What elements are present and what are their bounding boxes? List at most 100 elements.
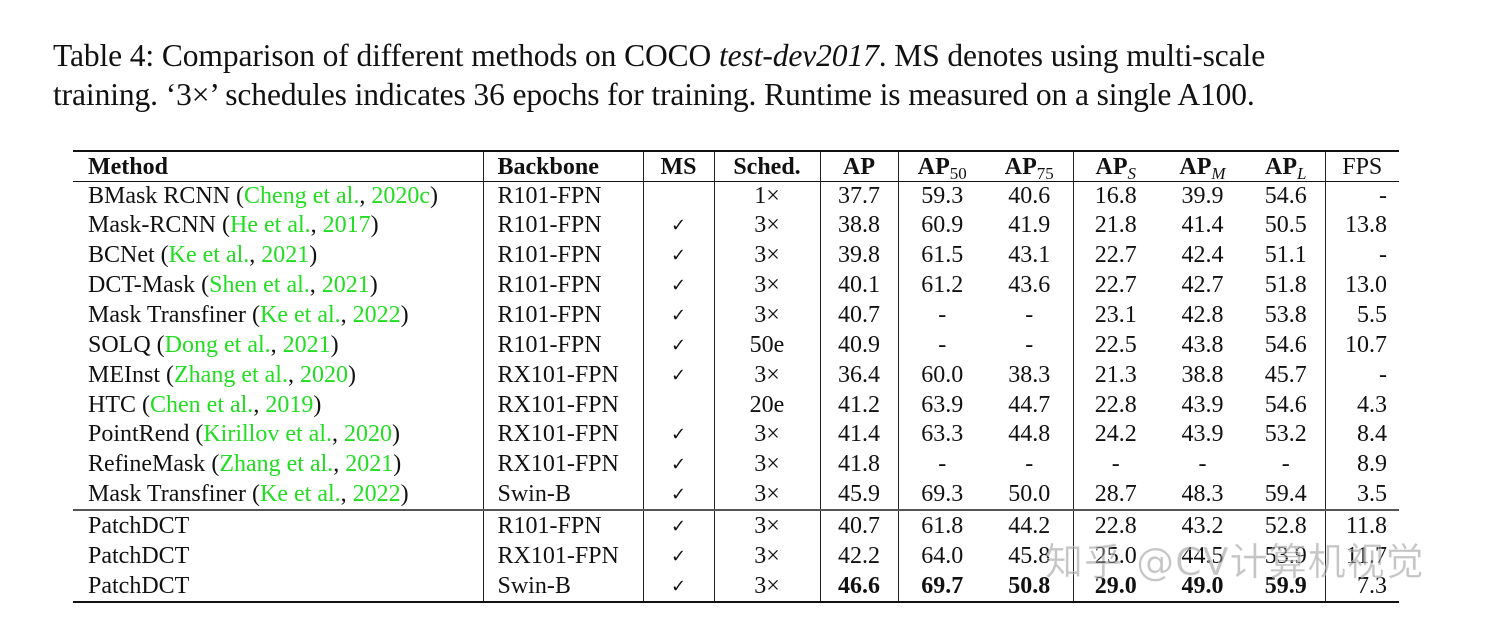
- apm-cell: 43.8: [1181, 332, 1224, 359]
- apl-cell: 54.6: [1264, 391, 1307, 418]
- header-ap50: AP50: [897, 151, 986, 182]
- method-cell: Mask-RCNN (He et al., 2017): [73, 210, 483, 240]
- checkmark-icon: ✓: [670, 215, 687, 237]
- ap-cell: 46.6: [819, 570, 898, 602]
- header-sched: Sched.: [713, 151, 820, 182]
- citation-year-link: 2021: [321, 272, 370, 299]
- paren-close: ): [400, 480, 409, 507]
- fps-cell: -: [1324, 360, 1399, 391]
- header-ap: AP: [819, 151, 898, 182]
- results-table-wrap: Method Backbone MS Sched. AP AP50 AP75 A…: [73, 150, 1399, 603]
- method-cell: PatchDCT: [73, 541, 483, 571]
- method-cell: BMask RCNN (Cheng et al., 2020c): [73, 182, 483, 211]
- apm-cell: 43.9: [1181, 391, 1224, 418]
- ap-cell: 38.8: [819, 210, 898, 241]
- aps-cell: 21.3: [1072, 360, 1158, 391]
- table-row: DCT-Mask (Shen et al., 2021) R101-FPN ✓ 3× 4…: [73, 270, 1399, 301]
- ap50-cell: 61.8: [897, 509, 986, 541]
- apl-cell: 45.7: [1264, 362, 1307, 389]
- header-apl: APL: [1265, 153, 1307, 183]
- aps-cell: 22.8: [1072, 390, 1158, 419]
- ap50-cell: -: [897, 330, 986, 361]
- method-cell: Mask Transfiner (Ke et al., 2022): [73, 300, 483, 330]
- checkmark-icon: ✓: [670, 335, 687, 357]
- checkmark-icon: ✓: [670, 245, 687, 267]
- citation-author-link: Chen et al.: [150, 391, 254, 418]
- aps-cell: 21.8: [1072, 210, 1158, 241]
- backbone-cell: R101-FPN: [482, 181, 643, 211]
- sched-cell: 3×: [713, 300, 820, 331]
- ap50-cell: -: [897, 448, 986, 479]
- apm-cell: 42.4: [1181, 242, 1224, 269]
- method-cell: SOLQ (Dong et al., 2021): [73, 330, 483, 360]
- ap75-cell: 43.1: [1008, 242, 1051, 269]
- method-name: RefineMask: [88, 450, 206, 477]
- method-name: BCNet: [88, 242, 155, 269]
- header-ms: MS: [642, 151, 714, 182]
- paren-close: ): [393, 450, 402, 477]
- fps-cell: -: [1324, 240, 1399, 271]
- citation-sep: ,: [287, 362, 300, 389]
- method-name: HTC: [88, 391, 136, 418]
- ms-cell: ✓: [642, 210, 714, 241]
- prior-methods-section: BMask RCNN (Cheng et al., 2020c) R101-FPN…: [73, 181, 1399, 510]
- paren-open: (: [216, 212, 231, 239]
- method-cell: Mask Transfiner (Ke et al., 2022): [73, 479, 483, 510]
- paren-open: (: [230, 183, 245, 210]
- citation-sep: ,: [340, 480, 353, 507]
- sched-cell: 3×: [713, 270, 820, 301]
- citation-year-link: 2022: [352, 302, 401, 329]
- apl-cell: -: [1281, 450, 1290, 477]
- ap75-cell: 40.6: [1008, 183, 1051, 210]
- citation-year-link: 2022: [352, 480, 401, 507]
- citation-sep: ,: [249, 242, 262, 269]
- ap75-cell: 44.8: [1008, 420, 1051, 447]
- ap50-cell: 60.9: [897, 210, 986, 241]
- backbone-cell: RX101-FPN: [482, 540, 643, 571]
- method-cell: DCT-Mask (Shen et al., 2021): [73, 270, 483, 300]
- paren-close: ): [330, 332, 339, 359]
- paren-close: ): [369, 272, 378, 299]
- patchdct-section: PatchDCT R101-FPN ✓ 3× 40.7 61.8 44.2 22.8 43.2 5…: [73, 509, 1399, 602]
- method-cell: MEInst (Zhang et al., 2020): [73, 360, 483, 390]
- apm-cell: 41.4: [1181, 212, 1224, 239]
- fps-cell: -: [1324, 181, 1399, 211]
- ms-cell: ✓: [642, 240, 714, 271]
- paren-close: ): [400, 302, 409, 329]
- method-cell: PointRend (Kirillov et al., 2020): [73, 419, 483, 449]
- fps-cell: 13.0: [1324, 270, 1399, 301]
- table-row: MEInst (Zhang et al., 2020) RX101-FPN ✓ 3× 3…: [73, 360, 1399, 391]
- apm-cell: 48.3: [1181, 480, 1224, 507]
- paren-close: ): [309, 242, 318, 269]
- fps-cell: 11.7: [1324, 540, 1399, 571]
- method-cell: PatchDCT: [73, 571, 483, 602]
- aps-cell: 16.8: [1072, 181, 1158, 211]
- header-backbone: Backbone: [482, 151, 643, 182]
- citation-year-link: 2021: [282, 332, 331, 359]
- caption-line-2: training. ‘3×’ schedules indicates 36 ep…: [53, 77, 1255, 112]
- ap50-cell: -: [897, 300, 986, 331]
- ap-cell: 40.1: [819, 270, 898, 301]
- apl-cell: 50.5: [1264, 212, 1307, 239]
- apl-cell: 54.6: [1264, 332, 1307, 359]
- method-name: Mask-RCNN: [88, 212, 217, 239]
- ap75-cell: -: [1025, 450, 1034, 477]
- aps-cell: 22.8: [1072, 509, 1158, 541]
- apm-cell: 43.9: [1181, 420, 1224, 447]
- sched-cell: 3×: [713, 540, 820, 571]
- citation-author-link: Ke et al.: [260, 480, 341, 507]
- ap-cell: 41.8: [819, 448, 898, 479]
- method-name: PatchDCT: [88, 512, 190, 539]
- ap-cell: 36.4: [819, 360, 898, 391]
- citation-year-link: 2017: [322, 212, 371, 239]
- paren-open: (: [246, 480, 261, 507]
- ap-cell: 42.2: [819, 540, 898, 571]
- ms-cell: [642, 390, 714, 419]
- header-row: Method Backbone MS Sched. AP AP50 AP75 A…: [73, 151, 1399, 182]
- backbone-cell: RX101-FPN: [482, 360, 643, 391]
- backbone-cell: RX101-FPN: [482, 448, 643, 479]
- paren-open: (: [160, 362, 174, 389]
- table-row: Mask Transfiner (Ke et al., 2022) Swin-B ✓…: [73, 478, 1399, 510]
- backbone-cell: R101-FPN: [482, 240, 643, 271]
- citation-sep: ,: [331, 420, 344, 447]
